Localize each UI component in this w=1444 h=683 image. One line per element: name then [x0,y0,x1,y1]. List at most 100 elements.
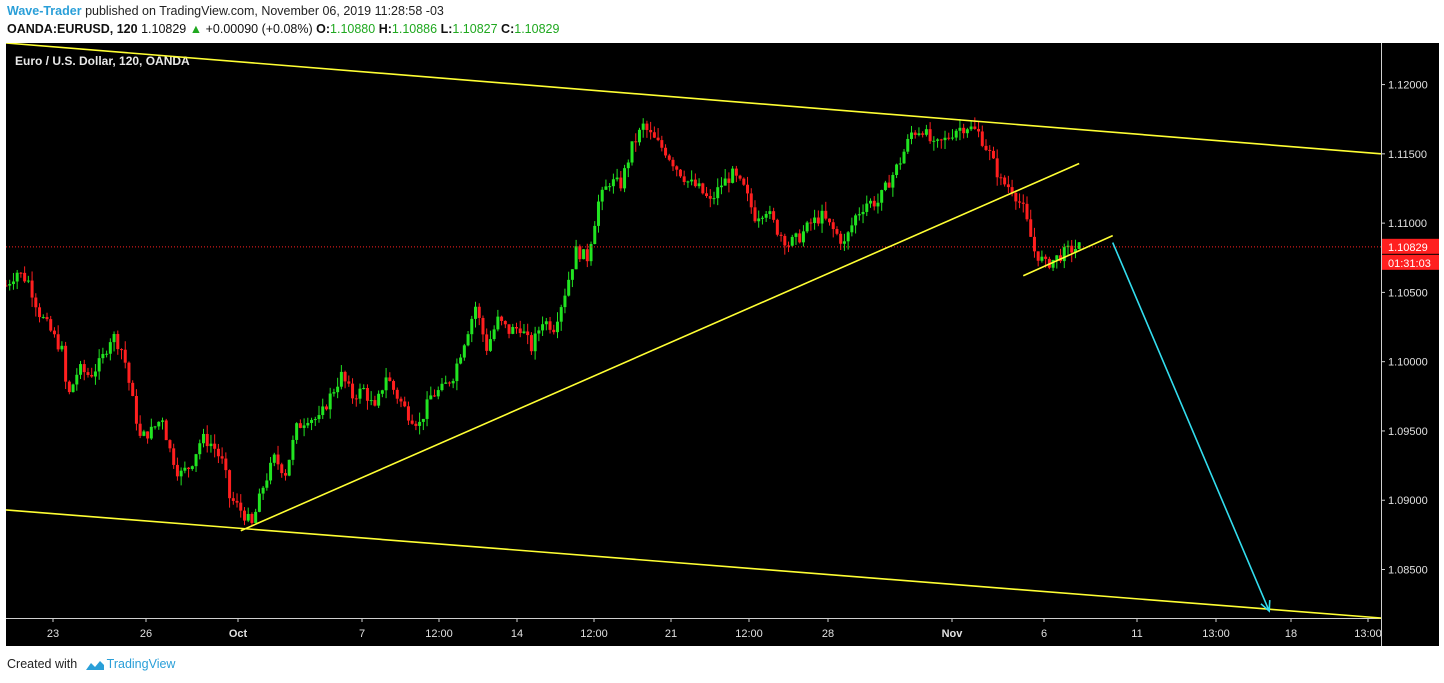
candle-body [764,214,768,218]
x-tick-label: 18 [1285,628,1297,640]
candle [749,188,753,214]
candle [369,391,373,406]
chart-panel[interactable]: Euro / U.S. Dollar, 120, OANDA 1.12000 1.1… [6,43,1439,646]
candle [134,389,138,431]
candle [198,439,202,460]
candle-body [880,190,884,203]
candle-body [898,163,902,165]
candle-body [738,175,742,179]
candle [138,415,142,439]
candle [872,196,876,211]
candle-body [660,140,664,148]
candle [1066,240,1070,256]
candle [999,173,1003,186]
candle-body [693,179,697,187]
candle-body [768,211,772,215]
candle-body [269,462,273,481]
x-tick-label: 21 [665,628,677,640]
candle [201,428,205,448]
candle [842,233,846,251]
candle [630,141,634,166]
author-link[interactable]: Wave-Trader [7,4,82,18]
publisher-line: Wave-Trader published on TradingView.com… [7,4,444,18]
published-text: published on TradingView.com, November 0… [85,4,444,18]
tradingview-link[interactable]: TradingView [106,657,176,671]
last-price-badge [1382,238,1439,254]
candle [462,343,466,361]
candle-body [749,193,753,208]
candle-body [865,203,869,212]
candle-body [790,236,794,246]
candle-body [619,177,623,189]
candle-body [906,138,910,152]
candle-body [447,382,451,384]
candle [470,315,474,343]
candle-body [60,345,64,350]
candle-body [500,316,504,321]
candle [168,439,172,453]
candle [1036,251,1040,267]
candle [980,125,984,148]
candle [798,229,802,244]
candle-body [742,178,746,185]
candle [608,183,612,192]
candle-body [518,328,522,334]
candle-body [373,400,377,406]
candle [667,153,671,162]
x-tick-label: 23 [47,628,59,640]
candle-body [235,500,239,503]
candle [161,417,165,430]
candle-body [623,168,627,189]
candle-body [324,406,328,410]
candle [865,195,869,217]
candle [64,341,68,389]
candle [965,127,969,138]
candle [11,272,15,290]
candle-body [734,168,738,176]
candle-body [11,281,15,285]
candle-body [656,137,660,141]
candle-body [470,318,474,335]
candle [1055,255,1059,269]
candle [652,126,656,139]
candle-body [950,137,954,139]
candle [324,404,328,411]
candle-body [798,233,802,243]
candle-body [23,272,27,282]
candle-body [608,186,612,188]
candle-body [395,389,399,399]
candle [820,204,824,233]
x-tick-label: 26 [140,628,152,640]
candle-body [600,189,604,202]
candle-body [604,186,608,190]
candle [380,389,384,398]
candle-body [1029,219,1033,237]
candle [716,178,720,206]
candle-body [507,324,511,334]
candle-body [850,225,854,233]
candle-body [649,129,653,133]
candle [261,485,265,500]
candle-body [529,335,533,352]
candle [637,127,641,146]
candle [187,466,191,478]
price-chart[interactable]: Euro / U.S. Dollar, 120, OANDA 1.12000 1.1… [6,43,1439,646]
candle-body [712,198,716,200]
candle [239,494,243,518]
candle [142,429,146,437]
candle [1073,239,1077,259]
candle [563,288,567,314]
candle [719,177,723,195]
candle [384,367,388,399]
candle [317,405,321,423]
candle [723,169,727,186]
x-tick-label: 12:00 [425,628,453,640]
candle-body [995,158,999,178]
candle-body [429,395,433,400]
candle [991,146,995,160]
candle-body [187,467,191,469]
candle-body [406,406,410,421]
candle-body [939,139,943,141]
candle [801,225,805,247]
candle [310,417,314,431]
